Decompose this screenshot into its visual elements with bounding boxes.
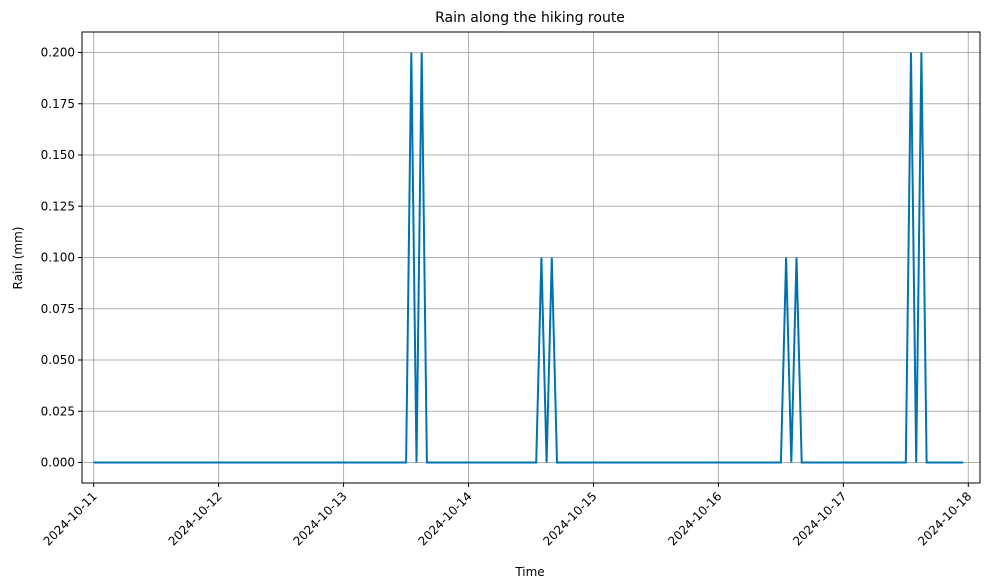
series-line-0 xyxy=(93,52,964,464)
y-tick-label: 0.050 xyxy=(41,353,75,367)
x-tick-label: 2024-10-13 xyxy=(290,489,349,548)
x-axis: 2024-10-11 2024-10-12 2024-10-13 2024-10-14… xyxy=(41,483,974,548)
series-layer xyxy=(93,52,964,464)
x-tick-label: 2024-10-14 xyxy=(415,489,474,548)
y-tick-label: 0.075 xyxy=(41,302,75,316)
y-tick-label: 0.125 xyxy=(41,199,75,213)
x-axis-label: Time xyxy=(514,565,544,579)
y-tick-label: 0.025 xyxy=(41,404,75,418)
y-tick-label: 0.175 xyxy=(41,97,75,111)
y-tick-label: 0.100 xyxy=(41,251,75,265)
y-tick-label: 0.150 xyxy=(41,148,75,162)
x-tick-label: 2024-10-12 xyxy=(166,489,225,548)
y-tick-label: 0.200 xyxy=(41,46,75,60)
grid xyxy=(82,32,980,483)
y-axis-label: Rain (mm) xyxy=(11,227,25,290)
x-tick-label: 2024-10-16 xyxy=(665,489,724,548)
x-tick-label: 2024-10-11 xyxy=(41,489,100,548)
x-tick-label: 2024-10-15 xyxy=(540,489,599,548)
x-tick-label: 2024-10-17 xyxy=(790,489,849,548)
chart-title: Rain along the hiking route xyxy=(435,10,625,26)
x-tick-label: 2024-10-18 xyxy=(915,489,974,548)
y-axis: 0.000 0.025 0.050 0.075 0.100 0.125 0.150 0.175… xyxy=(41,46,82,470)
y-tick-label: 0.000 xyxy=(41,456,75,470)
